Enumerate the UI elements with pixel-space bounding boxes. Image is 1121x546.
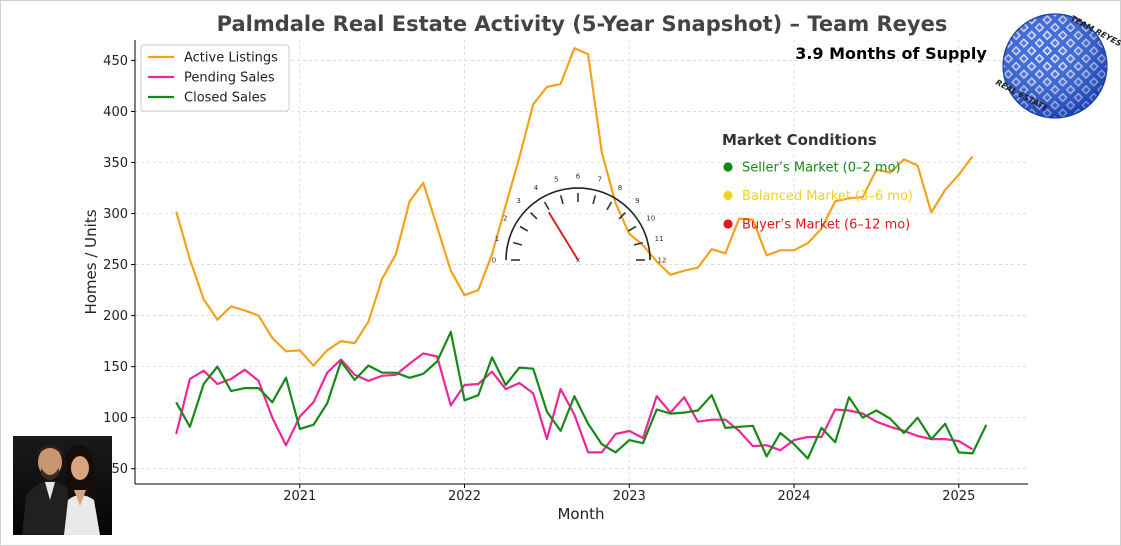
y-tick-label: 250 (103, 258, 128, 273)
y-axis-ticks: 50 100 150 200 250 300 350 400 450 (103, 54, 135, 477)
legend-entry: Active Listings (184, 51, 278, 66)
series-lines (175, 47, 988, 460)
gauge-needle (547, 211, 579, 261)
gauge-tick (530, 212, 538, 220)
market-conditions: Market Conditions Seller’s Market (0–2 m… (722, 131, 913, 233)
series-line-active-listings (175, 47, 974, 367)
y-tick-label: 400 (103, 105, 128, 120)
market-condition-label: Balanced Market (3–6 mo) (742, 189, 913, 204)
gauge-tick-label: 5 (554, 175, 558, 183)
market-condition-label: Buyer’s Market (6–12 mo) (742, 218, 910, 233)
gauge-tick (592, 195, 597, 205)
y-axis-label: Homes / Units (82, 209, 100, 314)
gauge-tick-label: 8 (618, 184, 622, 192)
gauge-tick (633, 241, 643, 246)
market-condition-dot (723, 190, 733, 201)
x-tick-label: 2022 (448, 489, 481, 504)
legend: Active Listings Pending Sales Closed Sales (140, 44, 290, 112)
market-condition-dot (723, 219, 733, 229)
gauge-tick (606, 201, 613, 211)
gauge-arc (505, 187, 651, 261)
gauge-tick-label: 1 (495, 235, 499, 243)
x-tick-label: 2021 (283, 489, 316, 504)
gauge-tick-label: 0 (492, 257, 496, 265)
x-tick-label: 2025 (942, 489, 975, 504)
y-tick-label: 150 (103, 360, 128, 375)
x-tick-label: 2023 (613, 489, 646, 504)
gauge-tick (627, 225, 637, 232)
person-left-face (38, 447, 62, 477)
gauge-tick-label: 4 (534, 184, 539, 192)
gauge-tick-label: 9 (635, 197, 639, 205)
axes (134, 40, 1028, 485)
legend-box (140, 44, 290, 112)
market-conditions-title: Market Conditions (722, 131, 877, 149)
person-right-face (71, 456, 89, 480)
gauge-tick (559, 195, 564, 205)
person-left-suit (22, 480, 76, 535)
y-tick-label: 300 (103, 207, 128, 222)
y-tick-label: 50 (111, 462, 128, 477)
series-line-closed-sales (175, 330, 988, 460)
gauge-tick-label: 12 (658, 257, 667, 265)
gauge-tick-label: 11 (655, 235, 664, 243)
gauge-tick (519, 225, 529, 232)
gauge-tick (543, 201, 550, 211)
x-tick-label: 2024 (777, 489, 810, 504)
gauge-tick-label: 3 (516, 197, 520, 205)
market-condition-dot (723, 162, 733, 172)
gauge-tick-label: 2 (503, 215, 507, 223)
chart-title: Palmdale Real Estate Activity (5-Year Sn… (217, 12, 948, 36)
x-axis-label: Month (557, 505, 604, 523)
gauge-tick (618, 212, 626, 220)
x-axis-ticks: 2021 2022 2023 2024 2025 (283, 484, 975, 504)
series-line-pending-sales (175, 352, 974, 454)
supply-annotation: 3.9 Months of Supply (795, 44, 987, 63)
legend-entry: Pending Sales (184, 71, 275, 86)
y-tick-label: 350 (103, 156, 128, 171)
legend-entry: Closed Sales (184, 91, 267, 106)
y-tick-label: 450 (103, 54, 128, 69)
gauge-hub-icon: × (575, 257, 581, 265)
gauge-tick-label: 7 (598, 175, 602, 183)
y-tick-label: 200 (103, 309, 128, 324)
market-condition-label: Seller’s Market (0–2 mo) (742, 161, 901, 176)
gauge-tick-label: 10 (646, 215, 655, 223)
person-right-top (64, 495, 100, 535)
y-tick-label: 100 (103, 411, 128, 426)
gauge-tick-label: 6 (576, 173, 581, 181)
gauge-tick (513, 241, 523, 246)
gridlines (135, 40, 1028, 484)
team-photo (13, 436, 112, 535)
